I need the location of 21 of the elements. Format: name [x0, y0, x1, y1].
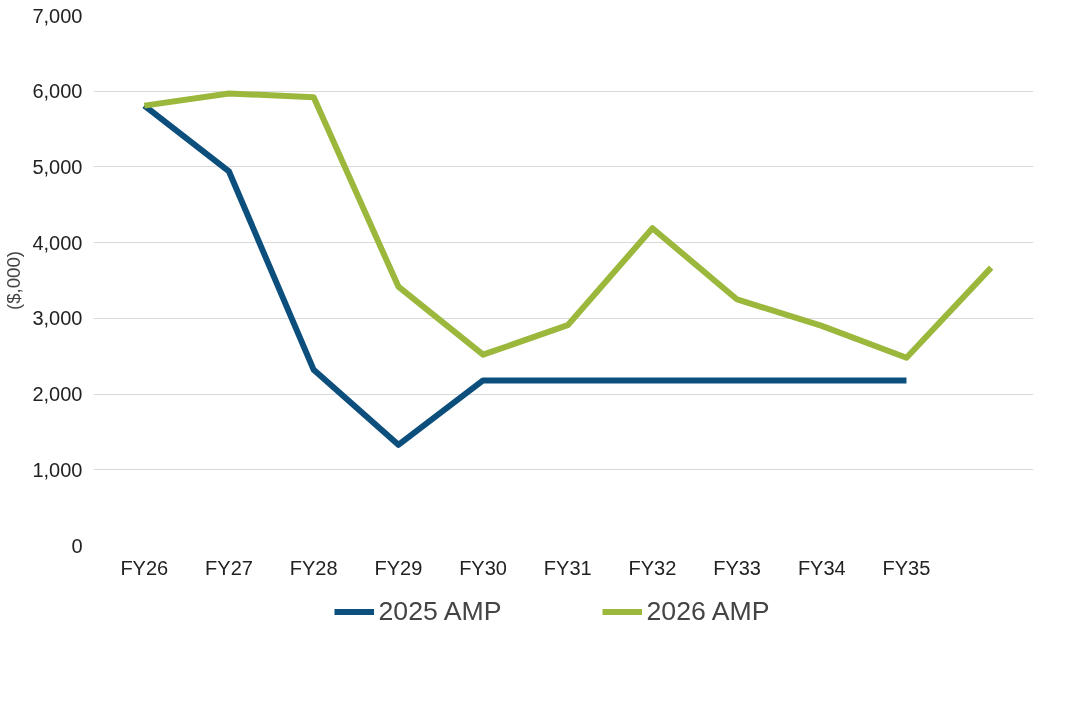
legend-label: 2026 AMP: [646, 595, 770, 627]
x-tick-label: FY28: [289, 556, 338, 579]
y-tick-label: 4,000: [32, 231, 83, 254]
x-tick-label: FY27: [205, 556, 253, 579]
x-tick-label: FY34: [797, 556, 846, 579]
x-tick-label: FY30: [459, 556, 507, 579]
y-tick-label: 7,000: [32, 4, 83, 27]
y-tick-label: 5,000: [32, 155, 83, 178]
legend-label: 2025 AMP: [378, 595, 502, 627]
y-tick-label: 1,000: [32, 458, 83, 481]
y-tick-label: 2,000: [32, 383, 83, 406]
x-tick-label: FY31: [543, 556, 592, 579]
x-tick-label: FY29: [374, 556, 423, 579]
y-tick-label: 3,000: [32, 307, 83, 330]
x-tick-label: FY26: [120, 556, 169, 579]
x-tick-label: FY35: [882, 556, 931, 579]
x-tick-label: FY32: [628, 556, 677, 579]
x-tick-label: FY33: [713, 556, 762, 579]
y-axis-title: ($,000): [3, 250, 25, 311]
y-tick-label: 0: [71, 534, 83, 557]
y-tick-label: 6,000: [32, 80, 83, 103]
